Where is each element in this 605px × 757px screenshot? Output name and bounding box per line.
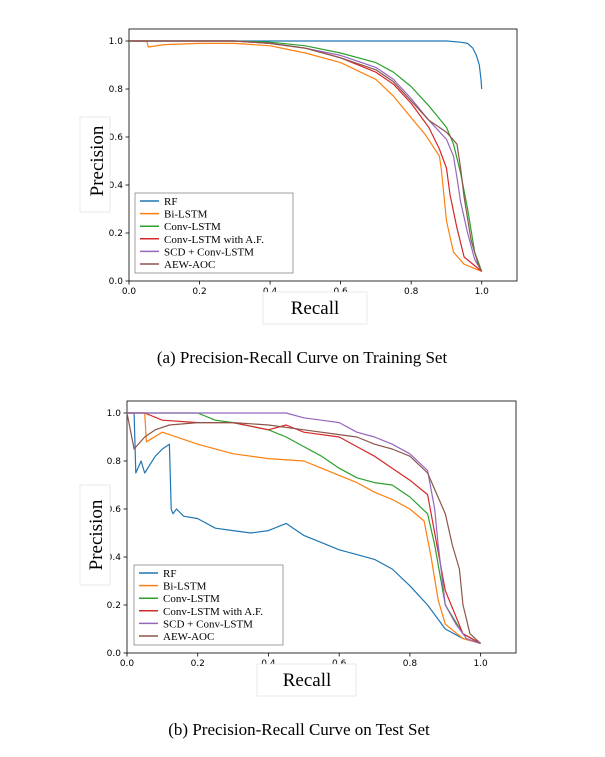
- plot-area-training: [128, 28, 518, 282]
- y-tick-label: 0.2: [107, 601, 121, 611]
- x-tick-label: 1.0: [473, 659, 488, 669]
- series-line-rf: [127, 412, 481, 644]
- x-tick-label: 0.2: [192, 287, 206, 297]
- x-axis-label-box-training: [262, 291, 368, 325]
- legend-label: Bi-LSTM: [163, 581, 207, 593]
- plot-area-test: [126, 400, 517, 654]
- legend-label: AEW-AOC: [163, 631, 214, 643]
- legend-box: [133, 564, 284, 646]
- caption-training: (a) Precision-Recall Curve on Training S…: [157, 348, 448, 367]
- y-axis-label-box-training: [79, 116, 111, 213]
- x-tick-label: 0.8: [404, 287, 419, 297]
- series-line-conv-lstm-with-a-f: [127, 412, 481, 644]
- x-tick-label: 0.2: [191, 659, 205, 669]
- y-tick-label: 0.0: [107, 649, 122, 659]
- y-tick-label: 1.0: [107, 409, 122, 419]
- legend-label: RF: [164, 196, 177, 208]
- series-line-aew-aoc: [126, 412, 482, 644]
- series-line-bi-lstm: [129, 40, 482, 272]
- legend-label: SCD + Conv-LSTM: [164, 246, 254, 258]
- chart-training-set: 0.00.20.40.60.81.00.00.20.40.60.81.0 Pre…: [79, 28, 518, 367]
- legend-label: RF: [163, 568, 176, 580]
- x-tick-label: 0.0: [120, 659, 135, 669]
- series-line-aew-aoc: [129, 40, 483, 272]
- legend-label: SCD + Conv-LSTM: [163, 618, 253, 630]
- series-line-scd-conv-lstm: [127, 412, 481, 644]
- caption-test: (b) Precision-Recall Curve on Test Set: [168, 720, 430, 739]
- x-axis-label-training: Recall: [291, 298, 340, 319]
- y-tick-label: 0.0: [109, 277, 124, 287]
- x-axis-label-box-test: [256, 663, 357, 697]
- x-tick-label: 0.0: [122, 287, 137, 297]
- series-group-training: [129, 40, 483, 272]
- y-tick-label: 0.2: [109, 229, 123, 239]
- legend-label: Conv-LSTM with A.F.: [164, 234, 264, 246]
- series-group-test: [126, 412, 482, 644]
- x-axis-label-test: Recall: [283, 670, 332, 691]
- x-tick-label: 1.0: [475, 287, 490, 297]
- y-axis-label-box-test: [79, 484, 111, 586]
- legend-label: Conv-LSTM: [163, 593, 220, 605]
- chart-test-set: 0.00.20.40.60.81.00.00.20.40.60.81.0 Pre…: [79, 400, 517, 739]
- y-axis-label-training: Precision: [87, 125, 108, 196]
- series-line-conv-lstm: [129, 40, 483, 272]
- y-tick-label: 0.4: [109, 181, 124, 191]
- y-tick-label: 0.6: [109, 133, 124, 143]
- y-axis-label-test: Precision: [86, 499, 107, 570]
- y-tick-label: 1.0: [109, 37, 124, 47]
- y-tick-label: 0.8: [107, 457, 122, 467]
- legend-label: Conv-LSTM: [164, 221, 221, 233]
- legend-label: AEW-AOC: [164, 259, 215, 271]
- series-line-bi-lstm: [127, 412, 481, 644]
- legend-box: [134, 192, 294, 274]
- legend-label: Conv-LSTM with A.F.: [163, 606, 263, 618]
- y-tick-label: 0.6: [107, 505, 122, 515]
- y-tick-label: 0.4: [107, 553, 122, 563]
- x-tick-label: 0.8: [403, 659, 418, 669]
- series-line-rf: [129, 40, 483, 90]
- legend-label: Bi-LSTM: [164, 209, 208, 221]
- y-tick-label: 0.8: [109, 85, 124, 95]
